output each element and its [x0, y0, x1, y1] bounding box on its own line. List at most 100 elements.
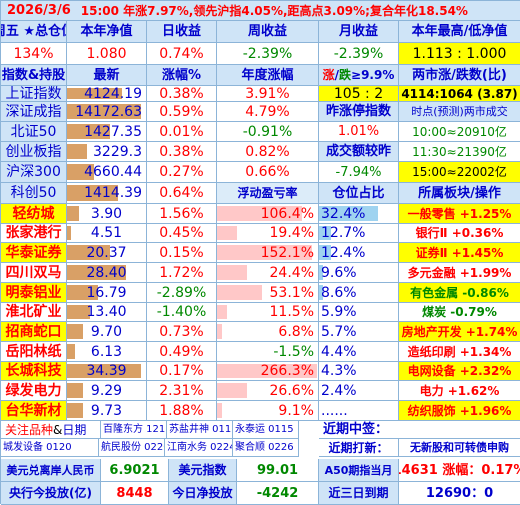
- index-name[interactable]: 科创50: [1, 183, 67, 204]
- watchlist-item[interactable]: 聚合顺 0226: [233, 439, 299, 457]
- holding-latest: 13.40: [67, 303, 147, 322]
- overview-value: -2.39%: [319, 43, 399, 65]
- holding-position: 9.6%: [319, 263, 399, 283]
- index-header-label: 指数&持股: [1, 67, 66, 83]
- holding-name[interactable]: 长城科技: [1, 362, 67, 381]
- holding-sector[interactable]: 电力 +1.62%: [399, 381, 520, 401]
- overview-header-label: 周五 ★总仓位: [1, 24, 66, 39]
- watchlist-item[interactable]: 江南水务 0224: [165, 439, 233, 457]
- footer-pboc-label: 央行今投放(亿): [1, 482, 101, 505]
- holding-sector[interactable]: 煤炭 -0.79%: [399, 303, 520, 322]
- holding-name[interactable]: 岳阳林纸: [1, 342, 67, 362]
- holding-name-text: 华泰证券: [5, 244, 62, 261]
- holding-change: 2.31%: [147, 381, 217, 401]
- holding-pnl-text: -1.5%: [273, 343, 314, 360]
- index-header: 年度涨幅: [217, 65, 319, 86]
- holding-latest: 4.51: [67, 224, 147, 243]
- market-stat: 11:30≈21390亿: [399, 142, 520, 162]
- recent-winning-label: 近期中签：: [319, 421, 520, 439]
- holding-sector[interactable]: 证券Ⅱ +1.45%: [399, 243, 520, 263]
- position-header: 仓位占比: [319, 183, 399, 204]
- market-stat-text: 时点(预测)两市成交: [411, 105, 508, 118]
- holding-name-text: 长城科技: [5, 363, 62, 379]
- holding-name[interactable]: 明泰铝业: [1, 283, 67, 303]
- recent-ipo-text: 近期打新：: [328, 440, 389, 455]
- overview-value: 134%: [1, 43, 67, 65]
- holding-pnl: 6.8%: [217, 322, 319, 342]
- footer-dxy-label: 美元指数: [169, 459, 237, 482]
- holding-position: 12.7%: [319, 224, 399, 243]
- holding-sector[interactable]: 银行Ⅱ +0.36%: [399, 224, 520, 243]
- overview-header: 本年净值: [67, 21, 147, 43]
- index-name[interactable]: 沪深300: [1, 162, 67, 183]
- index-name[interactable]: 上证指数: [1, 86, 67, 102]
- index-year-text: 0.66%: [245, 164, 290, 180]
- index-name[interactable]: 创业板指: [1, 142, 67, 162]
- index-name[interactable]: 深证成指: [1, 102, 67, 122]
- watchlist-item[interactable]: 航民股份 0220: [99, 439, 165, 457]
- holding-latest-text: 13.40: [86, 304, 127, 320]
- holding-pnl: 53.1%: [217, 283, 319, 303]
- watchlist-item[interactable]: 百隆东方 1217: [101, 421, 167, 439]
- holding-sector[interactable]: 一般零售 +1.25%: [399, 204, 520, 224]
- holding-change: 0.73%: [147, 322, 217, 342]
- holding-name[interactable]: 淮北矿业: [1, 303, 67, 322]
- holding-sector-text: 电力 +1.62%: [419, 383, 500, 398]
- holding-sector[interactable]: 电网设备 +2.32%: [399, 362, 520, 381]
- holding-name-text: 明泰铝业: [5, 284, 62, 301]
- footer-dxy-value: 99.01: [237, 459, 319, 482]
- index-latest: 3229.3: [67, 142, 147, 162]
- holding-sector[interactable]: 房地产开发 +1.74%: [399, 322, 520, 342]
- holding-name[interactable]: 四川双马: [1, 263, 67, 283]
- holding-name[interactable]: 绿发电力: [1, 381, 67, 401]
- position-bar: [319, 206, 378, 221]
- overview-value: 0.74%: [147, 43, 217, 65]
- watchlist-item[interactable]: 永泰运 0115: [233, 421, 299, 439]
- footer-a50-label-text: A50期指当月: [324, 463, 393, 477]
- index-change-text: 0.64%: [159, 185, 204, 201]
- index-year: -0.91%: [217, 122, 319, 142]
- holding-sector[interactable]: 有色金属 -0.86%: [399, 283, 520, 303]
- index-year-text: 4.79%: [245, 103, 290, 120]
- watchlist-item[interactable]: 苏盐井神 0112: [167, 421, 233, 439]
- index-name[interactable]: 北证50: [1, 122, 67, 142]
- index-change-text: 0.38%: [159, 143, 204, 160]
- holding-name-text: 张家港行: [5, 225, 62, 241]
- holding-name[interactable]: 华泰证券: [1, 243, 67, 263]
- holding-name[interactable]: 招商蛇口: [1, 322, 67, 342]
- holding-latest: 16.79: [67, 283, 147, 303]
- holding-change-text: 1.88%: [159, 402, 204, 419]
- holding-position: 4.3%: [319, 362, 399, 381]
- holding-latest-bar: [67, 226, 71, 240]
- holding-sector-text: 银行Ⅱ +0.36%: [415, 226, 504, 240]
- holding-change: 0.17%: [147, 362, 217, 381]
- market-stat: 10:00≈20910亿: [399, 122, 520, 142]
- holding-name[interactable]: 台华新材: [1, 401, 67, 421]
- holding-name[interactable]: 轻纺城: [1, 204, 67, 224]
- holding-pnl-text: 19.4%: [269, 225, 314, 241]
- holding-latest-text: 9.29: [90, 382, 123, 399]
- index-change-text: 0.01%: [159, 123, 204, 140]
- holding-position-text: 4.4%: [321, 343, 357, 360]
- overview-value-text: 134%: [13, 45, 54, 62]
- overview-header-label: 本年净值: [80, 24, 133, 39]
- holding-position: 5.7%: [319, 322, 399, 342]
- holding-sector[interactable]: 纺织服饰 +1.96%: [399, 401, 520, 421]
- market-stat-text: 15:00≈22002亿: [412, 165, 507, 179]
- holding-sector[interactable]: 造纸印刷 +1.34%: [399, 342, 520, 362]
- index-year-text: -0.91%: [242, 123, 293, 140]
- overview-header-label: 月收益: [338, 24, 378, 39]
- holding-name[interactable]: 张家港行: [1, 224, 67, 243]
- holding-position-text: 12.4%: [321, 244, 366, 261]
- index-latest-text: 1414.39: [84, 185, 142, 201]
- holding-position-text: 5.7%: [321, 323, 357, 340]
- watchlist-item-text: 聚合顺 0226: [235, 441, 294, 453]
- holding-pnl: 24.4%: [217, 263, 319, 283]
- holding-name-text: 淮北矿业: [5, 304, 62, 320]
- watchlist-item[interactable]: 城发设备 0120: [1, 439, 99, 457]
- holding-sector[interactable]: 多元金融 +1.99%: [399, 263, 520, 283]
- overview-value-text: 1.113 : 1.000: [412, 45, 507, 62]
- holding-position: ......: [319, 401, 399, 421]
- index-change: 0.01%: [147, 122, 217, 142]
- holding-pnl: -1.5%: [217, 342, 319, 362]
